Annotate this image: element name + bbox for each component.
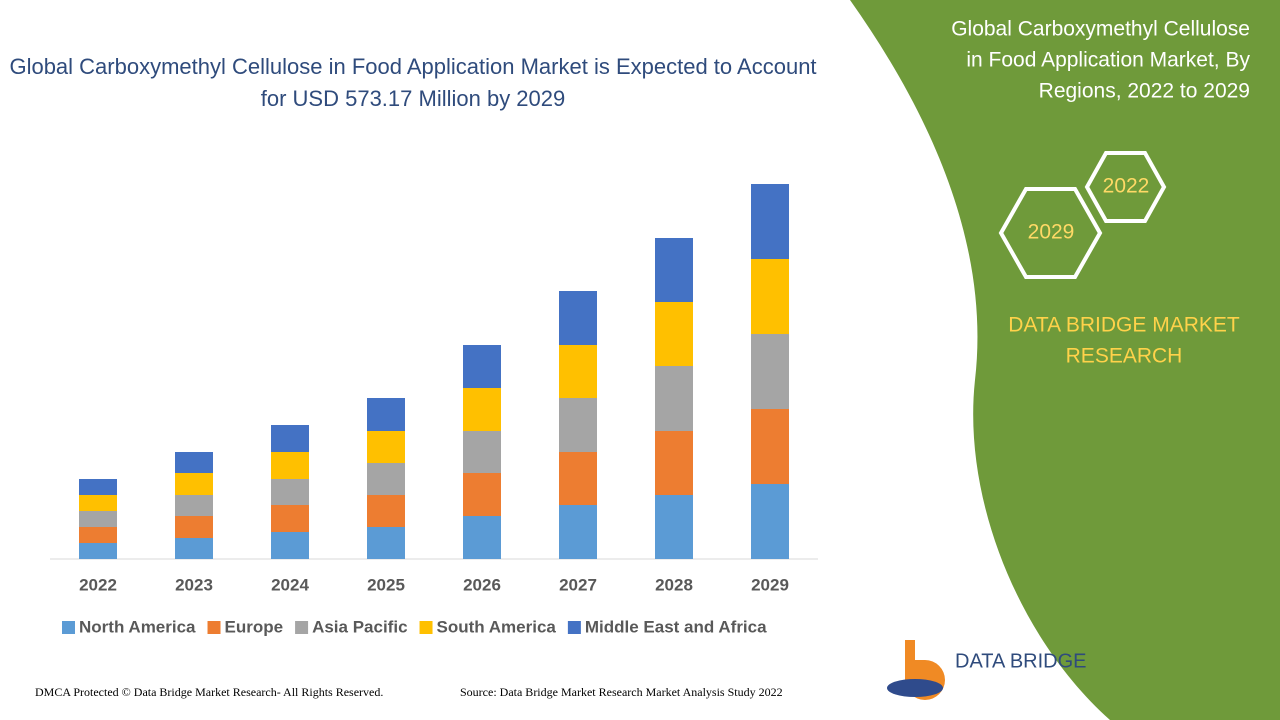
bar-segment (175, 538, 213, 559)
bar-segment (463, 345, 501, 388)
footer-left: DMCA Protected © Data Bridge Market Rese… (35, 685, 383, 699)
bar-segment (751, 259, 789, 334)
x-tick-label: 2026 (463, 575, 501, 594)
legend-swatch (567, 621, 581, 634)
bar-segment (79, 511, 117, 527)
bar-segment (655, 238, 693, 302)
bar-segment (751, 334, 789, 409)
legend-swatch (207, 621, 221, 634)
legend-label: Middle East and Africa (585, 617, 767, 636)
side-panel (850, 0, 1280, 720)
bar-segment (175, 473, 213, 495)
bar-segment (559, 452, 597, 505)
bar-segment (367, 398, 405, 431)
bar-segment (463, 473, 501, 516)
bar-segment (367, 463, 405, 495)
legend-label: South America (437, 617, 557, 636)
bar-segment (463, 388, 501, 431)
brand-text: RESEARCH (1066, 345, 1183, 368)
bar-segment (271, 425, 309, 452)
bar-segment (559, 398, 597, 452)
legend-label: North America (79, 617, 196, 636)
bar-segment (463, 516, 501, 559)
bar-segment (175, 452, 213, 473)
x-tick-label: 2029 (751, 575, 789, 594)
bar-segment (271, 505, 309, 532)
bar-segment (271, 532, 309, 559)
x-tick-label: 2022 (79, 575, 117, 594)
bar-segment (655, 431, 693, 495)
bar-segment (79, 527, 117, 543)
hexagon (998, 187, 1103, 279)
bar-segment (655, 302, 693, 366)
bar-segment (271, 479, 309, 505)
hex-label: 2029 (1028, 221, 1075, 244)
bar-segment (559, 345, 597, 398)
x-tick-label: 2027 (559, 575, 597, 594)
legend-swatch (62, 621, 75, 634)
bar-segment (751, 184, 789, 259)
brand-text: DATA BRIDGE MARKET (1008, 314, 1240, 337)
bar-segment (751, 409, 789, 484)
panel-title: Global Carboxymethyl Cellulose (951, 18, 1250, 41)
bar-segment (367, 527, 405, 559)
bar-segment (271, 452, 309, 479)
chart-title: Global Carboxymethyl Cellulose in Food A… (9, 54, 816, 111)
hex-label: 2022 (1103, 175, 1150, 198)
hexagon (1084, 151, 1167, 223)
panel-title: in Food Application Market, By (966, 49, 1250, 72)
bar-segment (79, 543, 117, 559)
x-tick-label: 2023 (175, 575, 213, 594)
bar-segment (751, 484, 789, 559)
x-tick-label: 2025 (367, 575, 405, 594)
panel-title: Regions, 2022 to 2029 (1039, 80, 1250, 103)
legend-swatch (295, 621, 309, 634)
x-tick-label: 2024 (271, 575, 309, 594)
bar-segment (655, 366, 693, 431)
x-tick-label: 2028 (655, 575, 693, 594)
bar-segment (79, 479, 117, 495)
bar-segment (79, 495, 117, 511)
footer-right: Source: Data Bridge Market Research Mark… (460, 685, 783, 699)
legend-label: Europe (225, 617, 284, 636)
bar-segment (175, 516, 213, 538)
bar-segment (367, 495, 405, 527)
legend-swatch (419, 621, 433, 634)
bar-segment (655, 495, 693, 559)
legend-label: Asia Pacific (312, 617, 407, 636)
bar-segment (559, 505, 597, 559)
bar-segment (463, 431, 501, 473)
logo-mark (887, 679, 943, 697)
bar-segment (559, 291, 597, 345)
logo-text: DATA BRIDGE (955, 650, 1087, 672)
bar-segment (175, 495, 213, 516)
bar-segment (367, 431, 405, 463)
logo: DATA BRIDGE (887, 640, 1087, 700)
